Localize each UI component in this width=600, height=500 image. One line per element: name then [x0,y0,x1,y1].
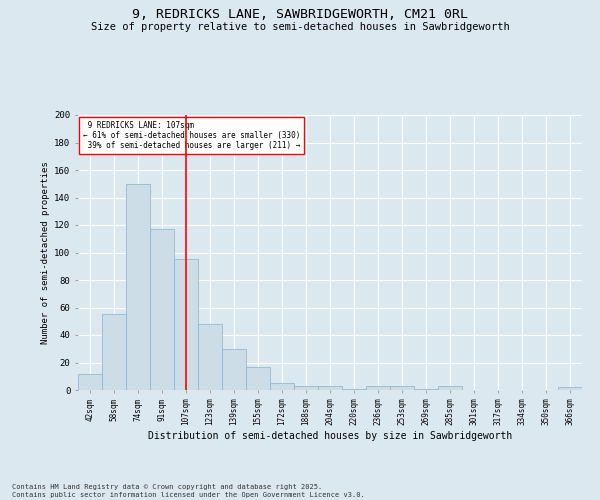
Y-axis label: Number of semi-detached properties: Number of semi-detached properties [41,161,50,344]
Bar [390,386,414,390]
Bar [78,374,102,390]
Text: Size of property relative to semi-detached houses in Sawbridgeworth: Size of property relative to semi-detach… [91,22,509,32]
Text: Contains HM Land Registry data © Crown copyright and database right 2025.
Contai: Contains HM Land Registry data © Crown c… [12,484,365,498]
Text: 9, REDRICKS LANE, SAWBRIDGEWORTH, CM21 0RL: 9, REDRICKS LANE, SAWBRIDGEWORTH, CM21 0… [132,8,468,20]
Bar [126,184,150,390]
Bar [150,229,174,390]
Bar [246,366,270,390]
X-axis label: Distribution of semi-detached houses by size in Sawbridgeworth: Distribution of semi-detached houses by … [148,431,512,441]
Bar [414,388,438,390]
Bar [366,386,390,390]
Bar [558,387,582,390]
Text: 9 REDRICKS LANE: 107sqm
← 61% of semi-detached houses are smaller (330)
 39% of : 9 REDRICKS LANE: 107sqm ← 61% of semi-de… [83,120,301,150]
Bar [222,349,246,390]
Bar [198,324,222,390]
Bar [294,386,318,390]
Bar [174,260,198,390]
Bar [318,386,342,390]
Bar [438,386,462,390]
Bar [270,383,294,390]
Bar [102,314,126,390]
Bar [342,388,366,390]
